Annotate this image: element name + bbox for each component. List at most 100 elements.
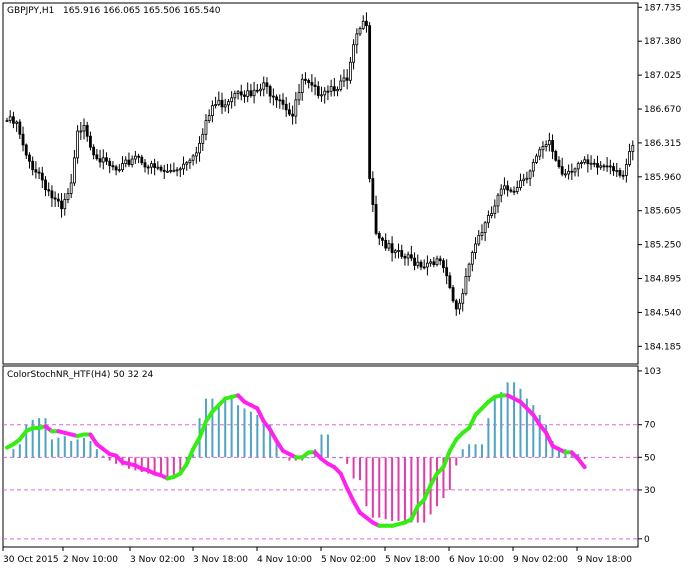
candle-body xyxy=(615,170,619,172)
histogram-bar xyxy=(256,414,259,458)
histogram-bar xyxy=(577,454,580,458)
histogram-bar xyxy=(115,457,118,464)
candle-body xyxy=(307,80,311,83)
histogram-bar xyxy=(461,449,464,458)
candle-body xyxy=(262,82,266,90)
histogram-bar xyxy=(506,382,509,458)
histogram-bar xyxy=(230,398,233,458)
candle-body xyxy=(422,266,426,269)
candle-body xyxy=(602,165,606,168)
price-tick-label: 186.315 xyxy=(644,139,681,149)
histogram-bar xyxy=(70,441,73,458)
candle-body xyxy=(329,86,333,92)
candle-body xyxy=(477,235,481,245)
candle-body xyxy=(541,146,545,151)
histogram-bar xyxy=(211,398,214,458)
candle-body xyxy=(60,200,63,210)
candle-body xyxy=(583,159,587,163)
candle-body xyxy=(406,254,410,259)
histogram-bar xyxy=(18,444,21,458)
candle-body xyxy=(146,166,150,169)
candle-body xyxy=(220,99,224,108)
candle-body xyxy=(72,157,76,184)
candle-body xyxy=(528,170,532,179)
candle-body xyxy=(397,250,400,252)
histogram-bar xyxy=(326,434,329,458)
histogram-bar xyxy=(237,405,240,458)
candle-body xyxy=(31,160,35,171)
candle-body xyxy=(596,163,599,168)
candle-body xyxy=(140,156,144,164)
histogram-bar xyxy=(538,414,541,458)
candle-body xyxy=(63,199,67,210)
candle-body xyxy=(493,205,497,214)
candle-body xyxy=(355,33,359,46)
candle-body xyxy=(40,172,44,181)
candle-body xyxy=(438,258,442,262)
candle-body xyxy=(236,91,240,94)
histogram-bar xyxy=(513,382,516,458)
price-pane-frame xyxy=(2,2,639,365)
candle-body xyxy=(137,155,140,158)
candle-body xyxy=(108,160,112,167)
signal-segment xyxy=(441,448,452,470)
histogram-bar xyxy=(545,424,548,458)
candle-body xyxy=(50,190,54,199)
candle-body xyxy=(342,77,346,82)
indicator-histogram xyxy=(12,382,586,523)
price-chart-pane: GBPJPY,H1 165.916 166.065 165.506 165.54… xyxy=(2,2,681,365)
candle-body xyxy=(326,90,330,93)
candle-body xyxy=(185,162,189,165)
candlestick-series xyxy=(5,12,635,316)
indicator-tick-label: 70 xyxy=(644,421,656,431)
histogram-bar xyxy=(365,457,368,507)
price-ohlc-readout: 165.916 166.065 165.506 165.540 xyxy=(63,6,221,16)
candle-body xyxy=(519,180,522,188)
candle-body xyxy=(538,149,542,157)
histogram-bar xyxy=(352,457,355,479)
candle-body xyxy=(400,250,404,257)
histogram-bar xyxy=(89,441,92,458)
candle-body xyxy=(316,86,320,96)
histogram-bar xyxy=(249,411,252,458)
histogram-bar xyxy=(153,457,156,476)
histogram-bar xyxy=(519,388,522,458)
candle-body xyxy=(28,154,31,162)
candle-body xyxy=(310,82,314,86)
candle-body xyxy=(451,287,455,302)
candle-body xyxy=(166,170,169,173)
candle-body xyxy=(214,104,217,107)
candle-body xyxy=(387,243,391,249)
candle-body xyxy=(275,96,278,101)
candle-body xyxy=(246,90,250,97)
candle-body xyxy=(89,135,92,148)
candle-body xyxy=(82,125,86,132)
histogram-bar xyxy=(95,449,98,458)
histogram-bar xyxy=(83,437,86,458)
price-tick-label: 185.960 xyxy=(644,173,681,183)
candle-body xyxy=(486,215,490,224)
candle-body xyxy=(413,257,416,266)
candle-body xyxy=(201,133,205,144)
histogram-bar xyxy=(160,457,163,476)
candle-body xyxy=(284,103,288,111)
candle-body xyxy=(159,166,163,171)
candle-body xyxy=(390,243,394,254)
histogram-bar xyxy=(371,457,374,518)
histogram-bar xyxy=(50,439,53,458)
candle-body xyxy=(217,99,221,105)
candle-body xyxy=(92,146,96,156)
candle-body xyxy=(454,300,458,310)
candle-body xyxy=(243,94,246,97)
candle-body xyxy=(381,237,384,241)
histogram-bar xyxy=(442,457,445,499)
candle-body xyxy=(336,89,339,92)
candle-body xyxy=(608,165,612,168)
candle-body xyxy=(294,99,298,117)
candle-body xyxy=(377,233,381,239)
candle-body xyxy=(470,252,474,265)
candle-body xyxy=(178,168,182,171)
candle-body xyxy=(599,165,603,168)
histogram-bar xyxy=(525,398,528,458)
signal-segment xyxy=(422,483,433,502)
